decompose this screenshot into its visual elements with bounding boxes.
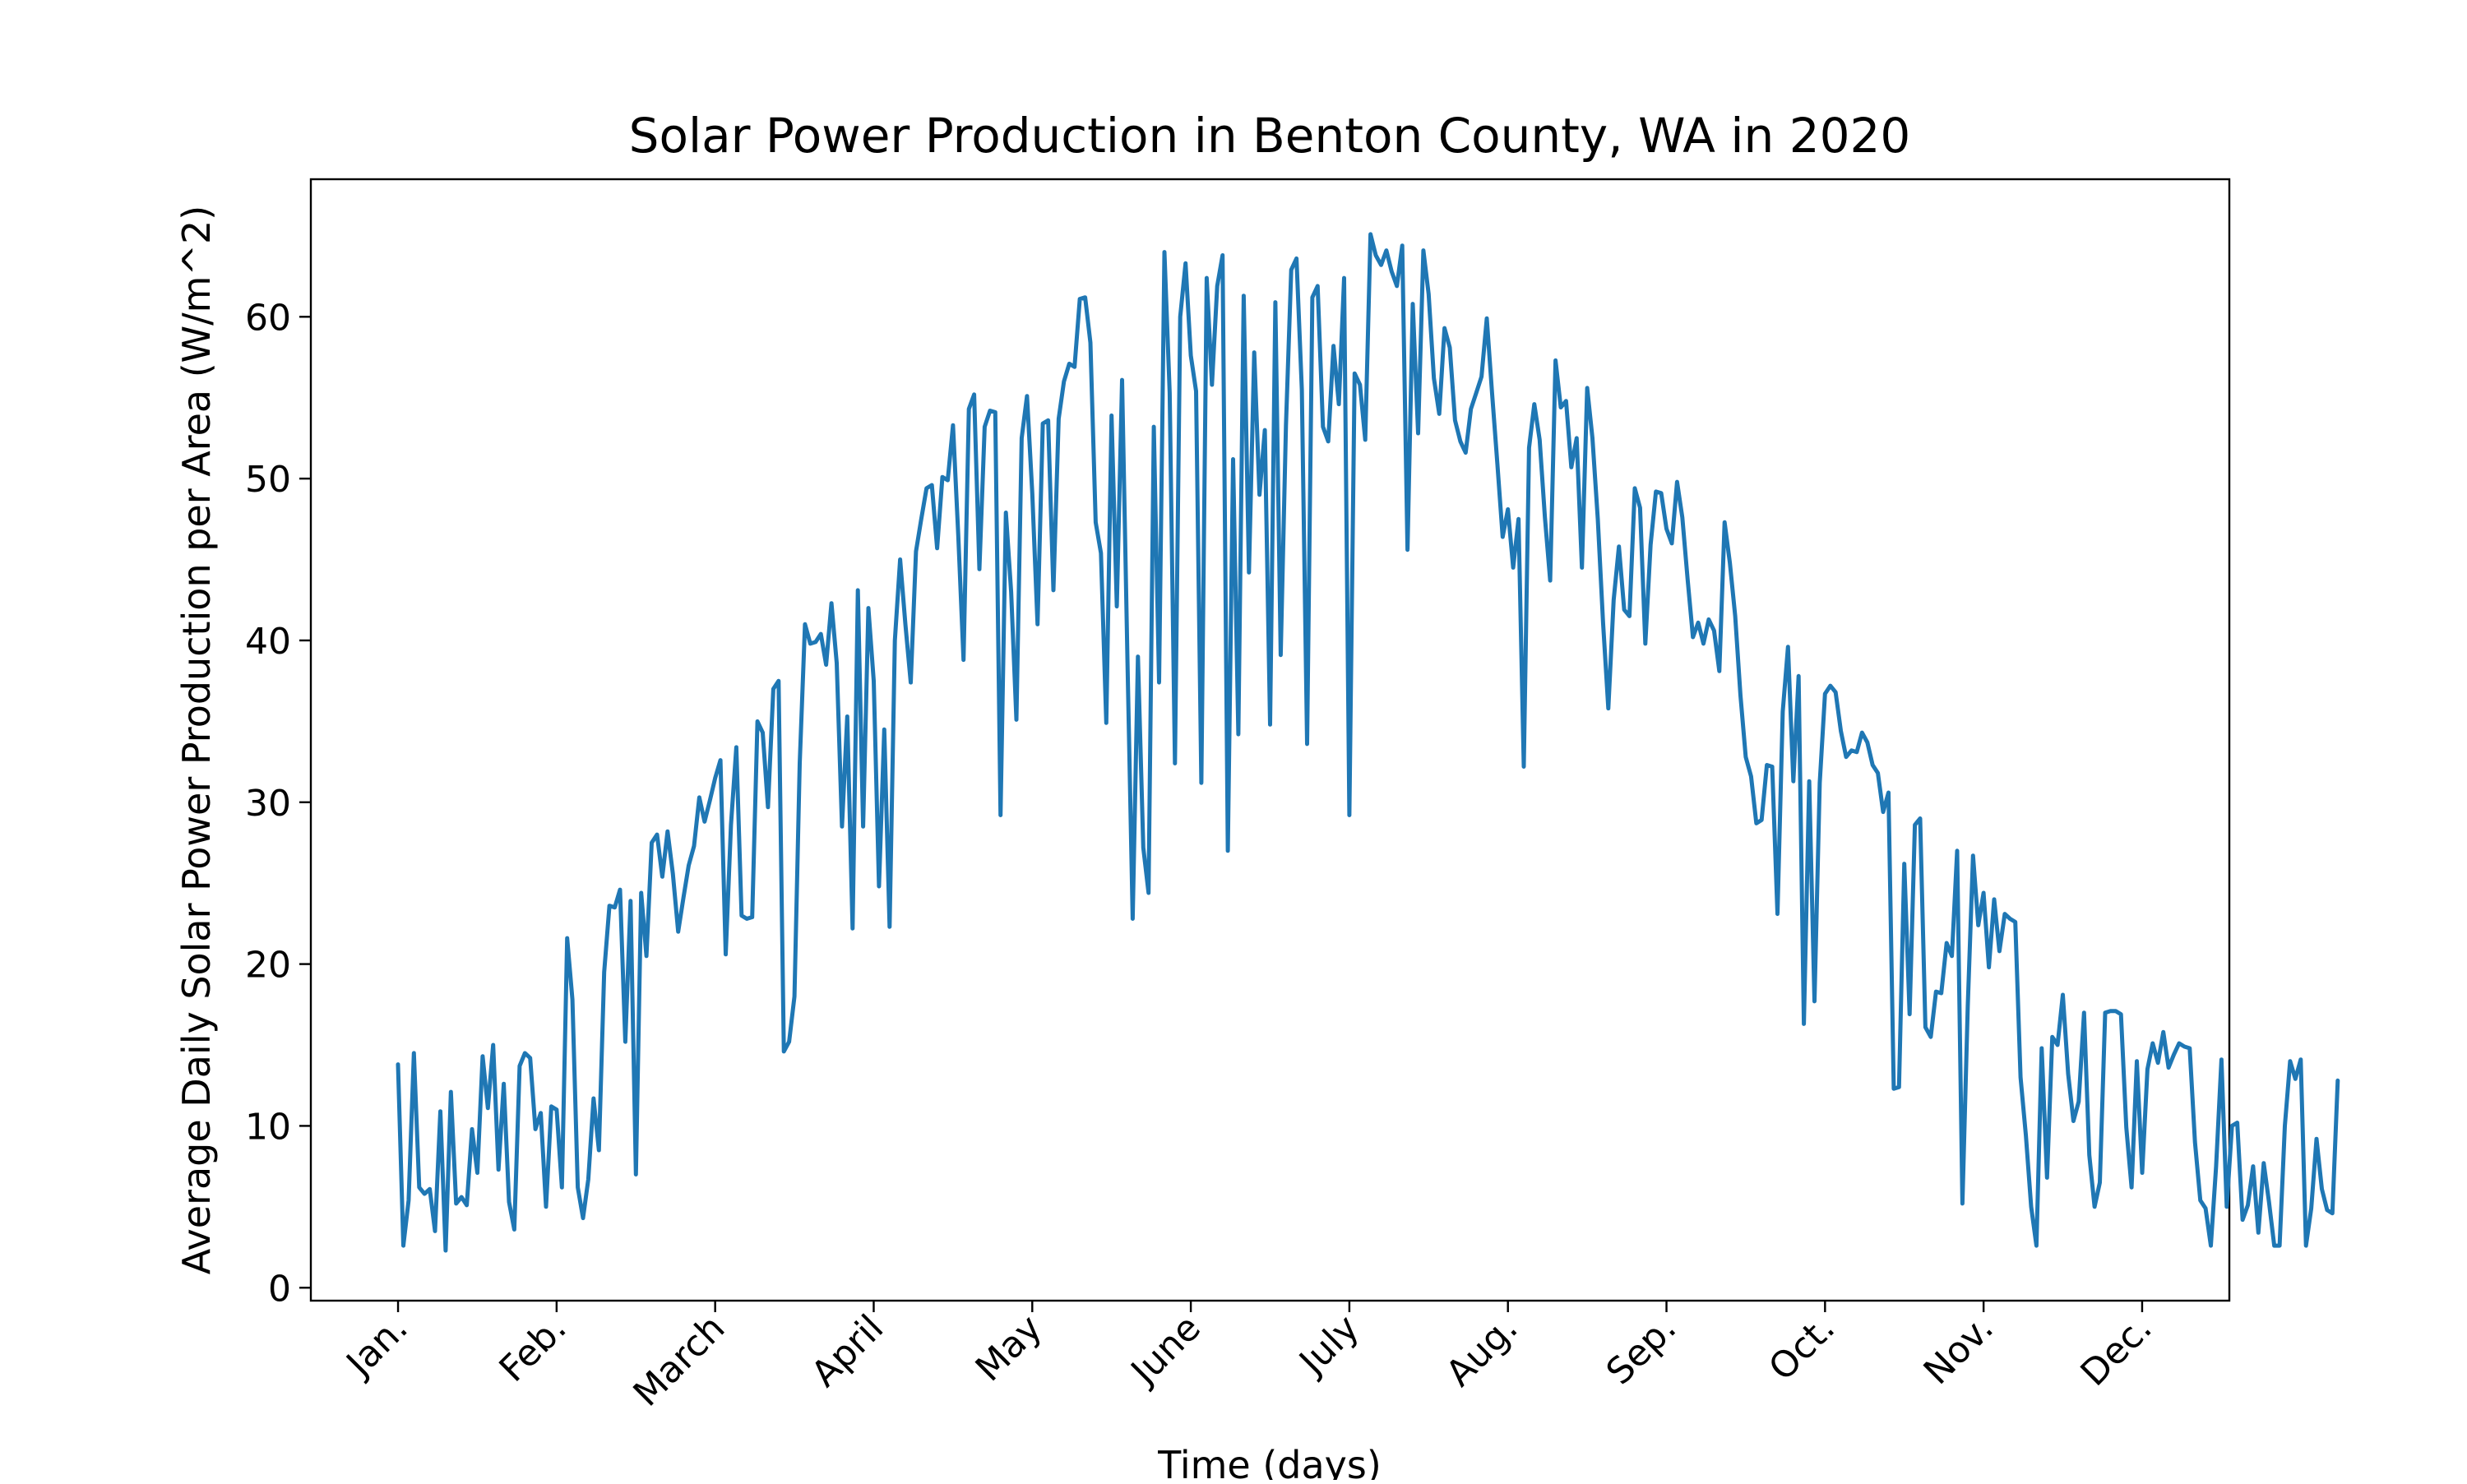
y-tick-label: 10	[245, 1106, 291, 1148]
x-tick-label: Dec.	[2073, 1307, 2160, 1394]
x-axis-label: Time (days)	[1157, 1443, 1382, 1480]
x-tick-label: May	[968, 1307, 1050, 1389]
x-axis: Jan. Feb. March April May June July Aug. Sep. Oct…	[337, 1301, 2160, 1415]
plot-frame	[309, 178, 2231, 1302]
series-line	[396, 232, 2340, 1253]
y-tick-label: 50	[245, 459, 291, 501]
x-tick-label: Aug.	[1438, 1307, 1526, 1395]
x-tick-label: Feb.	[492, 1307, 575, 1390]
y-axis-label: Average Daily Solar Power Production per…	[174, 206, 219, 1274]
chart-title: Solar Power Production in Benton County,…	[629, 108, 1911, 164]
y-axis: 0 10 20 30 40 50 60	[245, 297, 311, 1310]
x-tick-label: Sep.	[1599, 1307, 1685, 1394]
x-tick-label: Nov.	[1916, 1307, 2002, 1393]
y-tick-label: 30	[245, 783, 291, 825]
y-tick-label: 20	[245, 945, 291, 987]
x-tick-label: Jan.	[337, 1307, 416, 1386]
x-tick-label: July	[1290, 1307, 1368, 1385]
y-tick-label: 60	[245, 297, 291, 339]
x-tick-label: March	[626, 1307, 734, 1415]
x-tick-label: Oct.	[1761, 1307, 1843, 1389]
y-tick-label: 40	[245, 621, 291, 663]
y-tick-label: 0	[268, 1268, 291, 1310]
x-tick-label: June	[1122, 1307, 1209, 1394]
x-tick-label: April	[803, 1307, 891, 1395]
